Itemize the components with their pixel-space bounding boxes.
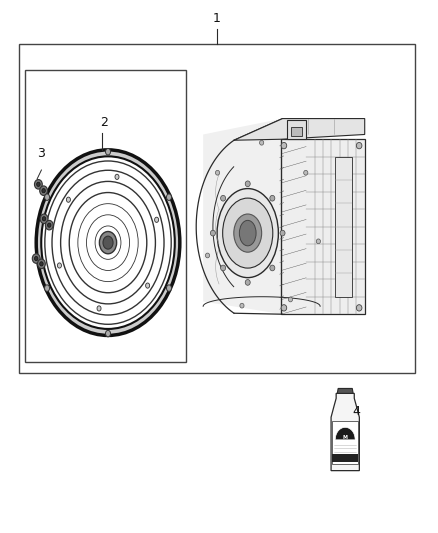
Ellipse shape xyxy=(357,305,362,311)
Ellipse shape xyxy=(106,149,110,155)
Bar xyxy=(336,157,352,297)
Ellipse shape xyxy=(32,254,40,263)
Bar xyxy=(287,120,306,139)
Bar xyxy=(25,70,186,362)
Ellipse shape xyxy=(46,220,53,230)
Ellipse shape xyxy=(40,214,48,223)
Ellipse shape xyxy=(99,231,117,254)
Ellipse shape xyxy=(35,180,42,189)
Ellipse shape xyxy=(240,303,244,308)
Text: 1: 1 xyxy=(213,12,221,25)
Bar xyxy=(291,126,302,136)
Ellipse shape xyxy=(40,262,43,266)
Polygon shape xyxy=(234,118,365,140)
Ellipse shape xyxy=(106,330,110,337)
Ellipse shape xyxy=(97,306,101,311)
Ellipse shape xyxy=(45,194,49,200)
Ellipse shape xyxy=(280,230,285,236)
Text: 3: 3 xyxy=(38,148,46,160)
Text: M: M xyxy=(343,435,348,440)
Ellipse shape xyxy=(221,196,226,201)
Ellipse shape xyxy=(217,189,279,278)
Ellipse shape xyxy=(166,285,172,292)
Ellipse shape xyxy=(35,256,38,261)
Ellipse shape xyxy=(42,189,46,193)
Polygon shape xyxy=(203,118,283,314)
Ellipse shape xyxy=(270,265,275,271)
Ellipse shape xyxy=(245,181,250,187)
Ellipse shape xyxy=(304,171,308,175)
Wedge shape xyxy=(336,427,355,439)
Ellipse shape xyxy=(245,279,250,285)
Ellipse shape xyxy=(240,220,256,246)
Ellipse shape xyxy=(40,186,47,196)
Ellipse shape xyxy=(260,140,264,145)
Ellipse shape xyxy=(221,265,226,271)
Ellipse shape xyxy=(281,142,287,149)
Text: 2: 2 xyxy=(100,116,108,128)
Bar xyxy=(332,454,358,463)
Polygon shape xyxy=(337,389,353,393)
Ellipse shape xyxy=(145,283,150,288)
Ellipse shape xyxy=(270,196,275,201)
Ellipse shape xyxy=(57,263,61,268)
Ellipse shape xyxy=(316,239,321,244)
Ellipse shape xyxy=(36,150,180,335)
Bar xyxy=(19,44,415,373)
Ellipse shape xyxy=(210,230,215,236)
Ellipse shape xyxy=(166,194,172,200)
Ellipse shape xyxy=(357,142,362,149)
Ellipse shape xyxy=(288,297,293,302)
Ellipse shape xyxy=(205,253,210,258)
Ellipse shape xyxy=(38,259,46,269)
Ellipse shape xyxy=(234,214,261,252)
Ellipse shape xyxy=(45,285,49,292)
Ellipse shape xyxy=(155,217,159,222)
Ellipse shape xyxy=(41,156,175,329)
Ellipse shape xyxy=(223,198,273,268)
Ellipse shape xyxy=(103,236,113,249)
Polygon shape xyxy=(331,393,359,471)
Ellipse shape xyxy=(37,182,40,187)
Ellipse shape xyxy=(215,171,219,175)
Bar xyxy=(332,421,358,464)
Bar xyxy=(281,139,365,314)
Ellipse shape xyxy=(67,197,71,203)
Ellipse shape xyxy=(47,223,51,227)
Text: 4: 4 xyxy=(352,405,360,418)
Ellipse shape xyxy=(281,305,287,311)
Ellipse shape xyxy=(115,174,119,180)
Ellipse shape xyxy=(42,216,46,221)
